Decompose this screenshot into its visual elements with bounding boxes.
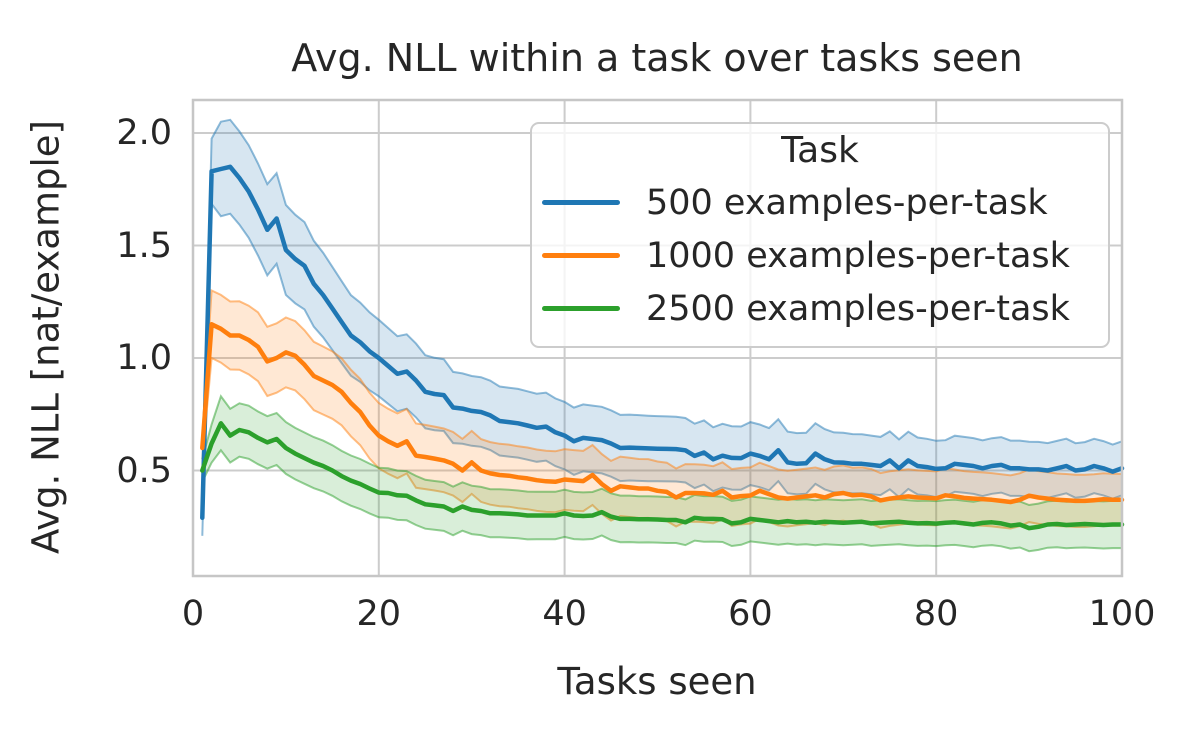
legend-item: 2500 examples-per-task bbox=[532, 282, 1108, 335]
legend-item-label: 2500 examples-per-task bbox=[646, 288, 1070, 329]
confidence-band-edge bbox=[201, 201, 1123, 536]
legend-title: Task bbox=[781, 130, 859, 171]
x-axis-label: Tasks seen bbox=[557, 660, 757, 703]
confidence-band-edge bbox=[201, 118, 1123, 500]
confidence-band bbox=[202, 396, 1123, 552]
legend-item-label: 500 examples-per-task bbox=[646, 182, 1048, 223]
legend-item: 500 examples-per-task bbox=[532, 176, 1108, 229]
plot-border bbox=[191, 98, 1124, 578]
confidence-band-edge bbox=[201, 288, 1123, 477]
legend: Task 500 examples-per-task 1000 examples… bbox=[530, 122, 1110, 348]
chart-title: Avg. NLL within a task over tasks seen bbox=[291, 36, 1023, 80]
confidence-band bbox=[202, 290, 1123, 529]
confidence-band-edge bbox=[201, 448, 1122, 553]
confidence-band-edge bbox=[201, 394, 1122, 507]
y-axis-label: Avg. NLL [nat/example] bbox=[24, 120, 68, 554]
legend-line-swatch-orange bbox=[542, 253, 620, 258]
series-line bbox=[200, 322, 1125, 505]
series-line bbox=[200, 164, 1125, 521]
legend-item: 1000 examples-per-task bbox=[532, 229, 1108, 282]
legend-line-swatch-blue bbox=[542, 200, 620, 205]
legend-item-label: 1000 examples-per-task bbox=[646, 235, 1070, 276]
series-line bbox=[200, 421, 1125, 531]
legend-line-swatch-green bbox=[542, 306, 620, 311]
